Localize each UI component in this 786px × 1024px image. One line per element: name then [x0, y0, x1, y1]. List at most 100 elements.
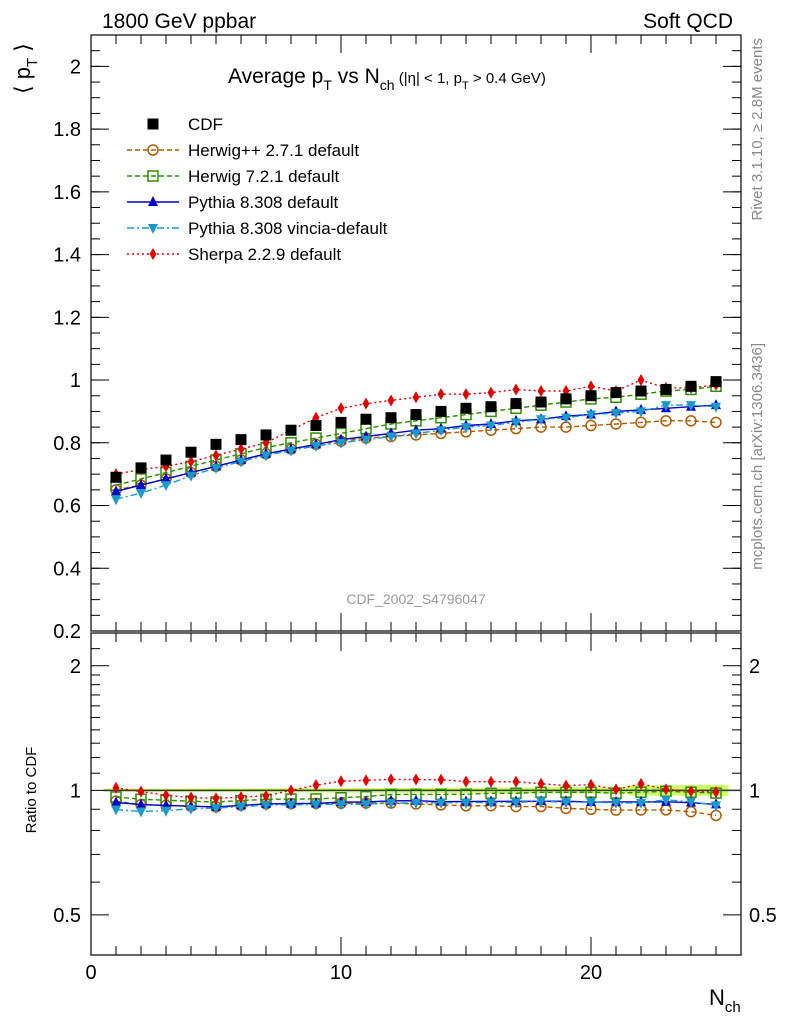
ratio-point-pythia-8-308-vincia-default	[661, 795, 671, 806]
ratio-point-pythia-8-308-vincia-default	[686, 797, 696, 808]
point-cdf	[235, 434, 247, 446]
ratio-point-pythia-8-308-vincia-default	[286, 800, 296, 811]
legend-label-sherpa-2-2-9-default: Sherpa 2.2.9 default	[188, 245, 341, 264]
legend-marker-herwig-7-2-1-default	[147, 170, 159, 182]
ratio-point-pythia-8-308-vincia-default	[386, 799, 396, 810]
ratio-point-pythia-8-308-default	[136, 798, 146, 809]
point-cdf	[385, 412, 397, 424]
point-pythia-8-308-vincia-default	[711, 402, 721, 413]
main-y-tick-label: 1	[70, 370, 81, 392]
point-pythia-8-308-vincia-default	[686, 401, 696, 412]
point-sherpa-2-2-9-default	[637, 374, 645, 387]
header-energy-label: 1800 GeV ppbar	[102, 10, 256, 33]
point-cdf	[260, 429, 272, 441]
point-cdf	[360, 413, 372, 425]
point-pythia-8-308-vincia-default	[211, 463, 221, 474]
point-pythia-8-308-vincia-default	[561, 413, 571, 424]
main-y-tick-label: 1.2	[53, 307, 81, 329]
point-pythia-8-308-vincia-default	[611, 408, 621, 419]
point-sherpa-2-2-9-default	[212, 449, 220, 462]
header-process-label: Soft QCD	[643, 10, 733, 33]
ratio-point-pythia-8-308-vincia-default	[711, 801, 721, 812]
ratio-series-group	[110, 773, 722, 822]
ratio-y-tick-label-right: 1	[749, 780, 760, 802]
point-cdf	[685, 380, 697, 392]
ratio-point-sherpa-2-2-9-default	[262, 789, 270, 802]
analysis-watermark: CDF_2002_S4796047	[346, 591, 486, 607]
point-cdf	[610, 387, 622, 399]
legend-label-cdf: CDF	[188, 115, 223, 134]
point-sherpa-2-2-9-default	[187, 455, 195, 468]
point-pythia-8-308-vincia-default	[511, 418, 521, 429]
point-herwig-2-7-1-default	[685, 415, 697, 427]
point-cdf	[485, 401, 497, 413]
point-pythia-8-308-vincia-default	[236, 457, 246, 468]
x-axis-label: Nch	[709, 985, 741, 1016]
point-pythia-8-308-vincia-default	[111, 495, 121, 506]
ratio-point-sherpa-2-2-9-default	[212, 792, 220, 805]
ratio-point-pythia-8-308-vincia-default	[261, 801, 271, 812]
point-cdf	[660, 383, 672, 395]
main-y-tick-label: 0.6	[53, 496, 81, 518]
ratio-point-sherpa-2-2-9-default	[337, 775, 345, 788]
point-pythia-8-308-vincia-default	[436, 426, 446, 437]
point-herwig-2-7-1-default	[660, 415, 672, 427]
point-sherpa-2-2-9-default	[462, 388, 470, 401]
point-cdf	[535, 396, 547, 408]
chart-title: Average pT vs Nch (|η| < 1, pT > 0.4 GeV…	[228, 65, 546, 93]
ratio-point-sherpa-2-2-9-default	[512, 775, 520, 788]
ratio-point-pythia-8-308-vincia-default	[311, 800, 321, 811]
ratio-point-pythia-8-308-vincia-default	[461, 798, 471, 809]
ratio-y-tick-label-right: 0.5	[749, 905, 777, 927]
point-pythia-8-308-vincia-default	[586, 410, 596, 421]
main-y-tick-label: 0.4	[53, 558, 81, 580]
ratio-point-pythia-8-308-vincia-default	[336, 800, 346, 811]
ratio-y-tick-label-right: 2	[749, 656, 760, 678]
ratio-point-sherpa-2-2-9-default	[137, 785, 145, 798]
main-y-tick-label: 1.4	[53, 245, 81, 267]
point-cdf	[110, 471, 122, 483]
point-pythia-8-308-vincia-default	[536, 415, 546, 426]
ratio-point-pythia-8-308-vincia-default	[586, 798, 596, 809]
point-pythia-8-308-vincia-default	[161, 481, 171, 492]
point-cdf	[510, 398, 522, 410]
main-series-group	[110, 374, 722, 506]
legend-marker-herwig-2-7-1-default	[147, 144, 159, 156]
main-y-tick-label: 2	[70, 56, 81, 78]
ratio-point-sherpa-2-2-9-default	[312, 779, 320, 792]
ratio-point-sherpa-2-2-9-default	[437, 773, 445, 786]
legend-marker-sherpa-2-2-9-default	[149, 248, 157, 260]
ratio-y-tick-label: 0.5	[53, 905, 81, 927]
mcplots-label: mcplots.cern.ch [arXiv:1306.3436]	[749, 343, 766, 570]
point-cdf	[585, 390, 597, 402]
point-cdf	[710, 376, 722, 388]
legend-marker-pythia-8-308-default	[148, 196, 158, 206]
ratio-point-pythia-8-308-vincia-default	[136, 807, 146, 818]
point-cdf	[560, 393, 572, 405]
point-herwig-2-7-1-default	[710, 416, 722, 429]
point-sherpa-2-2-9-default	[587, 380, 595, 393]
main-y-tick-label: 1.6	[53, 182, 81, 204]
point-sherpa-2-2-9-default	[412, 391, 420, 404]
ratio-point-sherpa-2-2-9-default	[637, 777, 645, 790]
point-sherpa-2-2-9-default	[337, 402, 345, 415]
ratio-point-pythia-8-308-vincia-default	[111, 805, 121, 816]
ratio-point-pythia-8-308-vincia-default	[436, 798, 446, 809]
point-pythia-8-308-vincia-default	[336, 438, 346, 449]
point-pythia-8-308-vincia-default	[311, 441, 321, 452]
ratio-y-tick-label: 1	[70, 780, 81, 802]
x-tick-label: 20	[580, 962, 602, 984]
point-cdf	[160, 454, 172, 466]
point-cdf	[310, 420, 322, 432]
ratio-point-sherpa-2-2-9-default	[687, 785, 695, 798]
legend-label-herwig-2-7-1-default: Herwig++ 2.7.1 default	[188, 141, 359, 160]
ratio-point-pythia-8-308-vincia-default	[486, 798, 496, 809]
ratio-y-axis-label: Ratio to CDF	[23, 747, 40, 834]
ratio-point-pythia-8-308-vincia-default	[611, 798, 621, 809]
point-cdf	[210, 438, 222, 450]
point-sherpa-2-2-9-default	[512, 383, 520, 396]
point-pythia-8-308-vincia-default	[486, 421, 496, 432]
legend-marker-cdf	[147, 118, 159, 130]
point-sherpa-2-2-9-default	[537, 385, 545, 398]
